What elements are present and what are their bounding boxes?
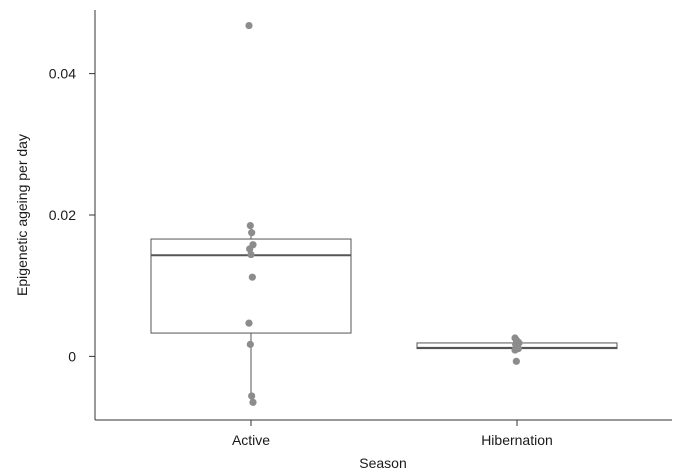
data-point <box>248 392 256 400</box>
data-point <box>245 319 253 327</box>
x-tick-label: Hibernation <box>481 432 553 448</box>
y-tick-label: 0.04 <box>49 66 76 82</box>
x-ticks: Active Hibernation <box>232 420 553 448</box>
data-point <box>245 21 253 30</box>
data-point <box>249 398 257 406</box>
data-point <box>512 357 520 365</box>
y-axis-title: Epigenetic ageing per day <box>14 134 30 296</box>
data-point <box>246 340 254 348</box>
data-point <box>511 346 519 354</box>
y-tick-label: 0.02 <box>49 207 76 223</box>
data-point <box>247 250 255 259</box>
points <box>245 21 523 406</box>
data-point <box>246 222 254 230</box>
y-tick-label: 0 <box>68 348 76 364</box>
data-point <box>248 273 256 281</box>
box-iqr <box>150 238 352 334</box>
x-tick-label: Active <box>232 432 270 448</box>
boxes <box>150 224 618 403</box>
axes <box>94 10 672 421</box>
data-point <box>248 229 256 237</box>
x-axis-title: Season <box>359 455 406 471</box>
data-point <box>246 245 254 253</box>
y-ticks: 0 0.02 0.04 <box>49 66 95 364</box>
